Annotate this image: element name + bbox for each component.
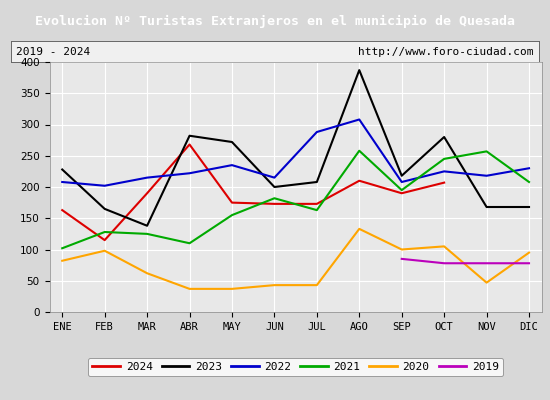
Text: http://www.foro-ciudad.com: http://www.foro-ciudad.com: [358, 47, 534, 57]
Text: Evolucion Nº Turistas Extranjeros en el municipio de Quesada: Evolucion Nº Turistas Extranjeros en el …: [35, 14, 515, 28]
Legend: 2024, 2023, 2022, 2021, 2020, 2019: 2024, 2023, 2022, 2021, 2020, 2019: [88, 358, 503, 376]
Text: 2019 - 2024: 2019 - 2024: [16, 47, 91, 57]
